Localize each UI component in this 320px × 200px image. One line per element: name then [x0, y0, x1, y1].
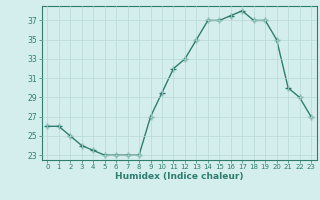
X-axis label: Humidex (Indice chaleur): Humidex (Indice chaleur)	[115, 172, 244, 181]
